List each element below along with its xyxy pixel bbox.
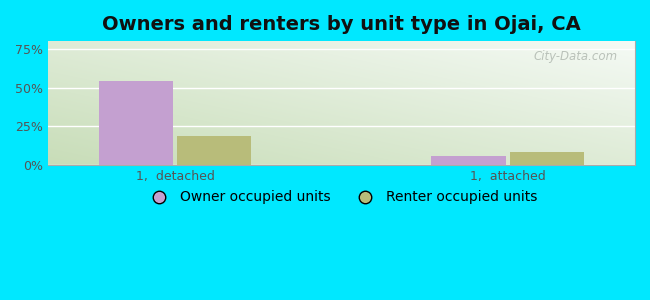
Text: City-Data.com: City-Data.com <box>533 50 618 63</box>
Bar <box>432 156 506 165</box>
Bar <box>99 81 173 165</box>
Bar <box>510 152 584 165</box>
Title: Owners and renters by unit type in Ojai, CA: Owners and renters by unit type in Ojai,… <box>102 15 581 34</box>
Bar <box>177 136 252 165</box>
Legend: Owner occupied units, Renter occupied units: Owner occupied units, Renter occupied un… <box>140 185 543 210</box>
